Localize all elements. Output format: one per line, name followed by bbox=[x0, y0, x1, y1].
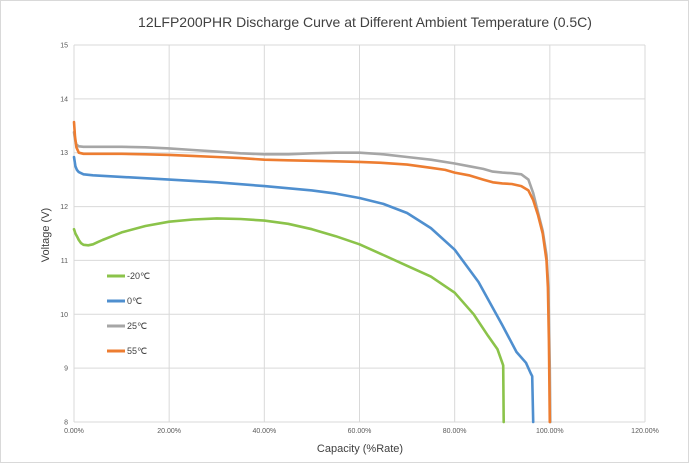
x-axis-title: Capacity (%Rate) bbox=[317, 443, 403, 455]
y-tick-label: 13 bbox=[60, 150, 68, 157]
x-tick-label: 80.00% bbox=[443, 428, 467, 435]
x-tick-label: 120.00% bbox=[631, 428, 659, 435]
y-tick-label: 10 bbox=[60, 312, 68, 319]
legend-label: -20℃ bbox=[127, 271, 150, 281]
legend: -20℃ 0℃ 25℃ 55℃ bbox=[107, 271, 150, 356]
x-tick-label: 100.00% bbox=[536, 428, 564, 435]
series-lines bbox=[72, 120, 552, 424]
y-tick-label: 15 bbox=[60, 43, 68, 50]
series-line-3 bbox=[72, 120, 552, 424]
series-line-2 bbox=[72, 130, 552, 424]
y-tick-label: 12 bbox=[60, 204, 68, 211]
chart-title: 12LFP200PHR Discharge Curve at Different… bbox=[138, 14, 592, 30]
y-tick-label: 14 bbox=[60, 96, 68, 103]
legend-label: 0℃ bbox=[127, 296, 142, 306]
legend-label: 25℃ bbox=[127, 321, 147, 331]
series-line-0 bbox=[72, 217, 506, 424]
x-tick-label: 60.00% bbox=[348, 428, 372, 435]
series-line-1 bbox=[72, 155, 535, 424]
tick-labels: 8 9 10 11 12 13 14 15 0.00% 20.00% 40.00% 60.00% 80.… bbox=[60, 43, 659, 436]
x-tick-label: 0.00% bbox=[64, 428, 84, 435]
x-tick-label: 20.00% bbox=[157, 428, 181, 435]
y-axis-title: Voltage (V) bbox=[40, 208, 52, 262]
y-tick-label: 8 bbox=[64, 420, 68, 427]
y-tick-label: 11 bbox=[61, 258, 68, 265]
y-tick-label: 9 bbox=[64, 366, 68, 373]
x-tick-label: 40.00% bbox=[252, 428, 276, 435]
legend-label: 55℃ bbox=[127, 346, 147, 356]
grid-lines bbox=[73, 44, 646, 423]
